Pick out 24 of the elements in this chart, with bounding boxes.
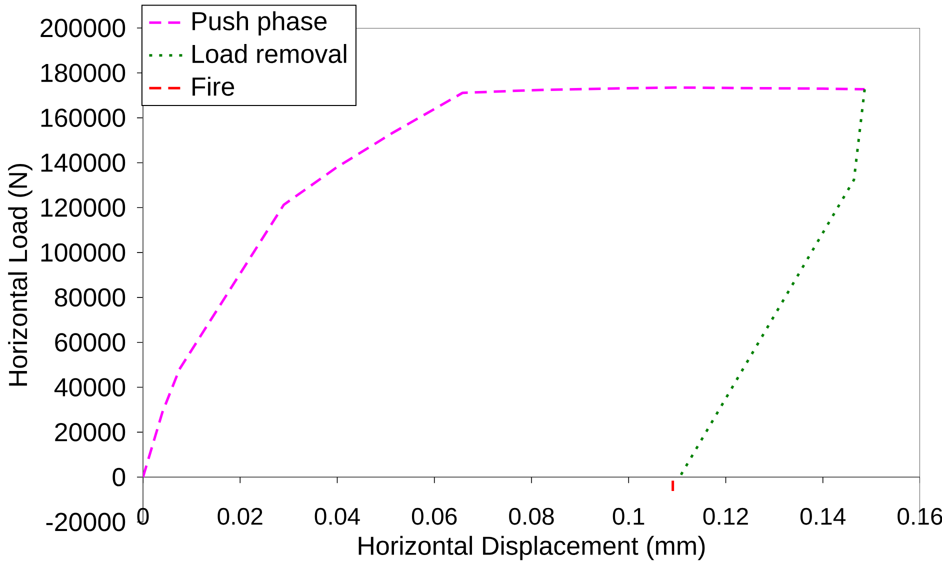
- x-tick-label: 0.1: [612, 508, 644, 525]
- x-tick-label: 0.14: [800, 508, 846, 525]
- legend-label: Push phase: [192, 11, 327, 36]
- x-axis-title: Horizontal Displacement (mm): [358, 536, 705, 560]
- y-tick-label: 80000: [54, 288, 126, 307]
- y-tick-label: 100000: [41, 243, 126, 262]
- x-tick-label: 0.02: [218, 508, 262, 525]
- y-tick-label: 20000: [55, 422, 126, 442]
- y-tick-label: 160000: [41, 108, 126, 128]
- x-tick-label: 0.12: [703, 508, 748, 525]
- y-tick-label: 40000: [54, 378, 126, 396]
- legend-label: Load removal: [192, 44, 346, 64]
- y-tick-label: 200000: [40, 18, 126, 38]
- y-tick-label: -20000: [46, 512, 126, 532]
- y-tick-label: 0: [112, 468, 126, 486]
- legend-label: Fire: [192, 76, 234, 96]
- x-tick-label: 0.08: [509, 508, 554, 525]
- y-tick-label: 120000: [41, 198, 126, 217]
- y-tick-label: 60000: [55, 333, 126, 352]
- x-tick-label: 0.06: [412, 508, 457, 525]
- y-axis-title: Horizontal Load (N): [8, 164, 32, 386]
- y-tick-label: 180000: [41, 64, 126, 82]
- y-tick-label: 140000: [41, 154, 126, 172]
- x-tick-label: 0.04: [314, 508, 360, 525]
